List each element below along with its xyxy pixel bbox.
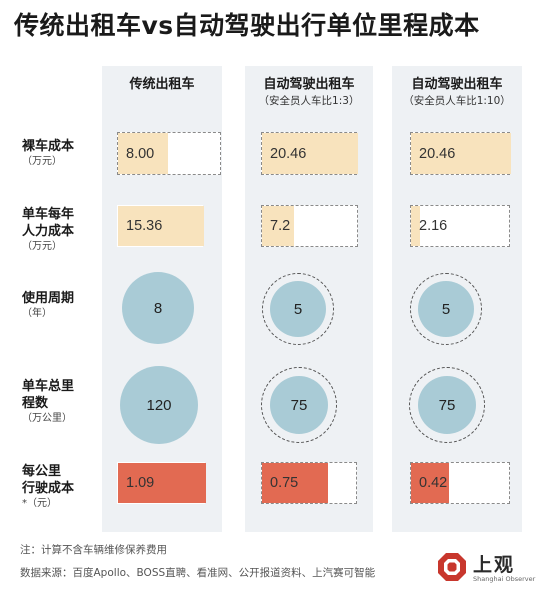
shanghai-observer-logo: 上观 Shanghai Observer — [437, 550, 547, 590]
bar-value: 0.75 — [270, 475, 299, 491]
bar-value: 2.16 — [419, 218, 448, 234]
circle-total-mileage-auto-1-10: 75 — [418, 376, 476, 434]
bar-fill — [118, 463, 206, 503]
bar-cost-per-km-auto-1-10: 0.42 — [410, 462, 510, 504]
bar-fill — [411, 463, 449, 503]
ring-total-mileage-auto-1-3 — [261, 367, 337, 443]
bar-fill — [262, 133, 358, 174]
footnote: 注：计算不含车辆维修保养费用 — [20, 544, 167, 556]
data-source: 数据来源：百度Apollo、BOSS直聘、看准网、公开报道资料、上汽赛可智能 — [20, 567, 376, 579]
row-label-cost-per-km: 每公里 行驶成本 *（元） — [22, 464, 75, 509]
column-subtitle: （安全员人车比1:10） — [403, 95, 511, 107]
logo-text: 上观 — [473, 554, 516, 576]
column-header-auto-1-3: 自动驾驶出租车 （安全员人车比1:3） — [245, 76, 373, 110]
column-header-traditional: 传统出租车 — [102, 76, 222, 93]
page-title: 传统出租车vs自动驾驶出行单位里程成本 — [14, 11, 480, 40]
bar-vehicle-cost-auto-1-3: 20.46 — [261, 132, 358, 175]
circle-service-life-traditional: 8 — [122, 272, 194, 344]
bar-cost-per-km-traditional: 1.09 — [117, 462, 206, 504]
bar-fill — [262, 463, 328, 503]
ring-service-life-auto-1-10 — [410, 273, 482, 345]
bar-value: 0.42 — [419, 475, 448, 491]
circle-total-mileage-traditional: 120 — [120, 366, 198, 444]
bar-value: 1.09 — [126, 475, 155, 491]
bar-labor-cost-auto-1-10: 2.16 — [410, 205, 510, 247]
bar-value: 20.46 — [270, 145, 307, 162]
row-label-service-life: 使用周期 （年） — [22, 291, 75, 319]
column-header-auto-1-10: 自动驾驶出租车 （安全员人车比1:10） — [392, 76, 522, 110]
bar-vehicle-cost-auto-1-10: 20.46 — [410, 132, 511, 175]
circle-total-mileage-auto-1-3: 75 — [270, 376, 328, 434]
bar-fill — [118, 133, 168, 174]
column-subtitle: （安全员人车比1:3） — [258, 95, 360, 107]
bar-cost-per-km-auto-1-3: 0.75 — [261, 462, 357, 504]
bar-fill — [118, 206, 204, 246]
bar-vehicle-cost-traditional: 8.00 — [117, 132, 221, 175]
circle-service-life-auto-1-10: 5 — [418, 281, 474, 337]
bar-value: 20.46 — [419, 145, 456, 162]
column-name: 自动驾驶出租车 — [263, 77, 355, 92]
bar-fill — [262, 206, 294, 246]
bar-value: 8.00 — [126, 145, 155, 162]
ring-service-life-auto-1-3 — [262, 273, 334, 345]
bar-labor-cost-auto-1-3: 7.2 — [261, 205, 358, 247]
logo-subtext: Shanghai Observer — [473, 575, 536, 583]
ring-total-mileage-auto-1-10 — [409, 367, 485, 443]
logo-mark-icon — [438, 553, 466, 581]
row-label-vehicle-cost: 裸车成本 （万元） — [22, 139, 75, 167]
bar-fill — [411, 206, 420, 246]
bar-value: 7.2 — [270, 218, 291, 234]
circle-service-life-auto-1-3: 5 — [270, 281, 326, 337]
bar-labor-cost-traditional: 15.36 — [117, 205, 204, 247]
bar-fill — [411, 133, 511, 174]
row-label-total-mileage: 单车总里 程数 （万公里） — [22, 379, 75, 424]
bar-value: 15.36 — [126, 218, 163, 234]
column-name: 传统出租车 — [129, 77, 195, 92]
row-label-labor-cost: 单车每年 人力成本 （万元） — [22, 207, 75, 252]
column-name: 自动驾驶出租车 — [411, 77, 503, 92]
